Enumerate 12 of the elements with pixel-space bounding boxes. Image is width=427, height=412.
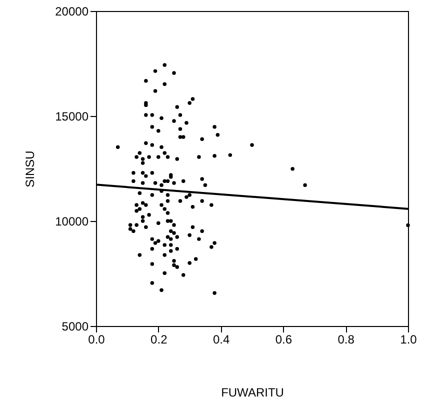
y-tick-label: 20000: [55, 4, 89, 18]
y-axis-title: SINSU: [23, 150, 38, 188]
y-tick-label: 15000: [55, 110, 89, 124]
y-tick-label: 10000: [55, 214, 89, 228]
x-tick-label: 0.6: [275, 332, 292, 346]
x-tick-label: 0.2: [150, 332, 168, 346]
y-tick-label: 5000: [62, 320, 89, 334]
x-axis-title: FUWARITU: [221, 386, 284, 400]
x-tick-label: 0.4: [212, 332, 230, 346]
x-tick-label: 0.8: [338, 332, 355, 346]
x-tick-label: 1.0: [400, 332, 418, 346]
x-tick-label: 0.0: [88, 332, 106, 346]
